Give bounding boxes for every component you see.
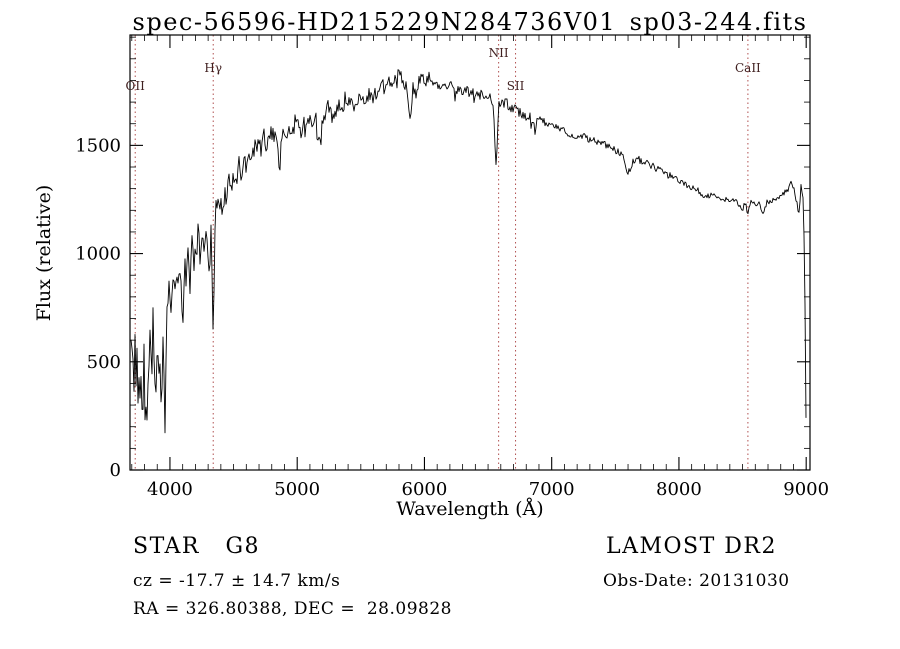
svg-text:5000: 5000 — [274, 479, 320, 500]
svg-text:NII: NII — [489, 46, 509, 60]
svg-text:0: 0 — [110, 460, 121, 481]
svg-text:6000: 6000 — [402, 479, 448, 500]
svg-text:CaII: CaII — [735, 61, 761, 75]
cz-velocity-text: cz = -17.7 ± 14.7 km/s — [133, 571, 341, 591]
svg-text:7000: 7000 — [529, 479, 575, 500]
classification-text: STAR G8 — [133, 534, 261, 559]
svg-text:8000: 8000 — [656, 479, 702, 500]
svg-text:4000: 4000 — [147, 479, 193, 500]
ra-dec-text: RA = 326.80388, DEC = 28.09828 — [133, 599, 452, 619]
x-axis-label: Wavelength (Å) — [396, 498, 544, 520]
svg-text:Hγ: Hγ — [204, 61, 222, 75]
svg-text:1500: 1500 — [75, 135, 121, 156]
svg-text:OII: OII — [126, 79, 146, 93]
obs-date-text: Obs-Date: 20131030 — [603, 571, 790, 591]
svg-text:1000: 1000 — [75, 244, 121, 265]
svg-text:SII: SII — [507, 79, 525, 93]
svg-text:500: 500 — [87, 352, 121, 373]
y-axis-label: Flux (relative) — [33, 184, 55, 322]
svg-text:9000: 9000 — [783, 479, 829, 500]
plot-title: spec-56596-HD215229N284736V01_sp03-244.f… — [132, 8, 808, 36]
survey-name-text: LAMOST DR2 — [606, 534, 777, 559]
